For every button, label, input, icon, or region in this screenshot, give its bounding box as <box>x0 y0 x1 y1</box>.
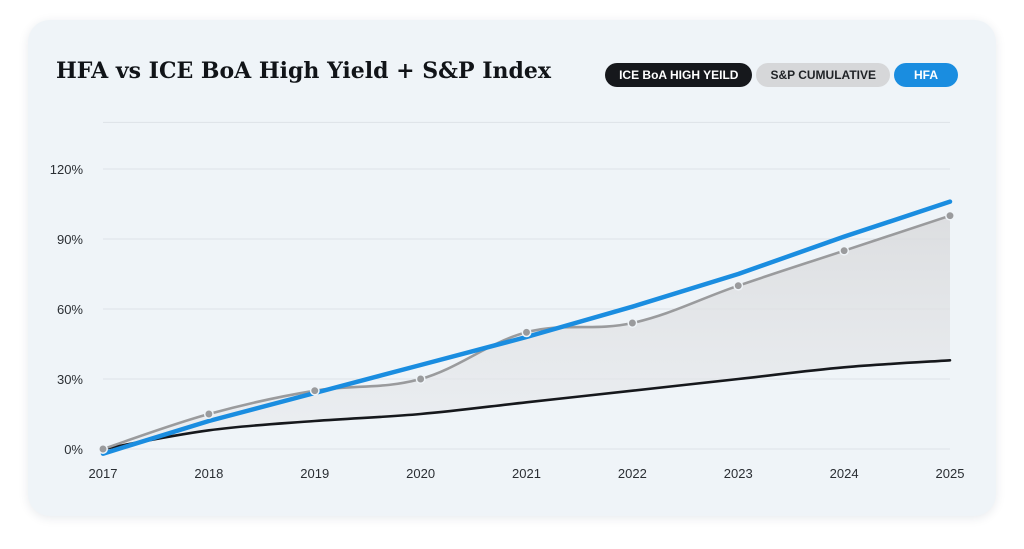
data-point-sp-cumulative[interactable] <box>203 409 214 419</box>
axis-labels: 0% 30% 60% 90% 120% 2017 2018 2019 2020 2021 2022 2… <box>50 162 965 481</box>
x-tick-label: 2018 <box>194 466 223 481</box>
data-point-sp-cumulative[interactable] <box>839 245 850 256</box>
data-point-sp-cumulative[interactable] <box>98 444 108 454</box>
y-tick-label: 90% <box>57 232 83 247</box>
data-points <box>98 210 955 454</box>
data-point-sp-cumulative[interactable] <box>945 210 955 221</box>
x-tick-label: 2025 <box>936 466 965 481</box>
y-tick-label: 120% <box>50 162 84 177</box>
legend-item-ice-boa-high-yield[interactable]: ICE BoA HIGH YEILD <box>605 63 753 87</box>
x-tick-label: 2023 <box>724 466 753 481</box>
data-point-sp-cumulative[interactable] <box>415 374 426 384</box>
chart-title: HFA vs ICE BoA High Yield + S&P Index <box>56 58 551 84</box>
data-point-sp-cumulative[interactable] <box>627 318 638 328</box>
data-point-sp-cumulative[interactable] <box>521 327 532 338</box>
series-line-ice-boa-high-yield <box>101 359 952 451</box>
x-tick-label: 2019 <box>300 466 329 481</box>
data-point-sp-cumulative[interactable] <box>733 280 744 291</box>
x-tick-label: 2017 <box>89 466 118 481</box>
y-tick-label: 0% <box>64 442 83 457</box>
legend-item-sp-cumulative[interactable]: S&P CUMULATIVE <box>756 63 890 87</box>
legend-item-hfa[interactable]: HFA <box>894 63 958 87</box>
y-tick-label: 30% <box>57 372 83 387</box>
x-tick-label: 2024 <box>830 466 859 481</box>
y-tick-label: 60% <box>57 302 83 317</box>
legend: ICE BoA HIGH YEILD S&P CUMULATIVE HFA <box>605 63 958 87</box>
data-point-sp-cumulative[interactable] <box>309 385 320 396</box>
x-tick-label: 2022 <box>618 466 647 481</box>
x-tick-label: 2020 <box>406 466 435 481</box>
x-tick-label: 2021 <box>512 466 541 481</box>
